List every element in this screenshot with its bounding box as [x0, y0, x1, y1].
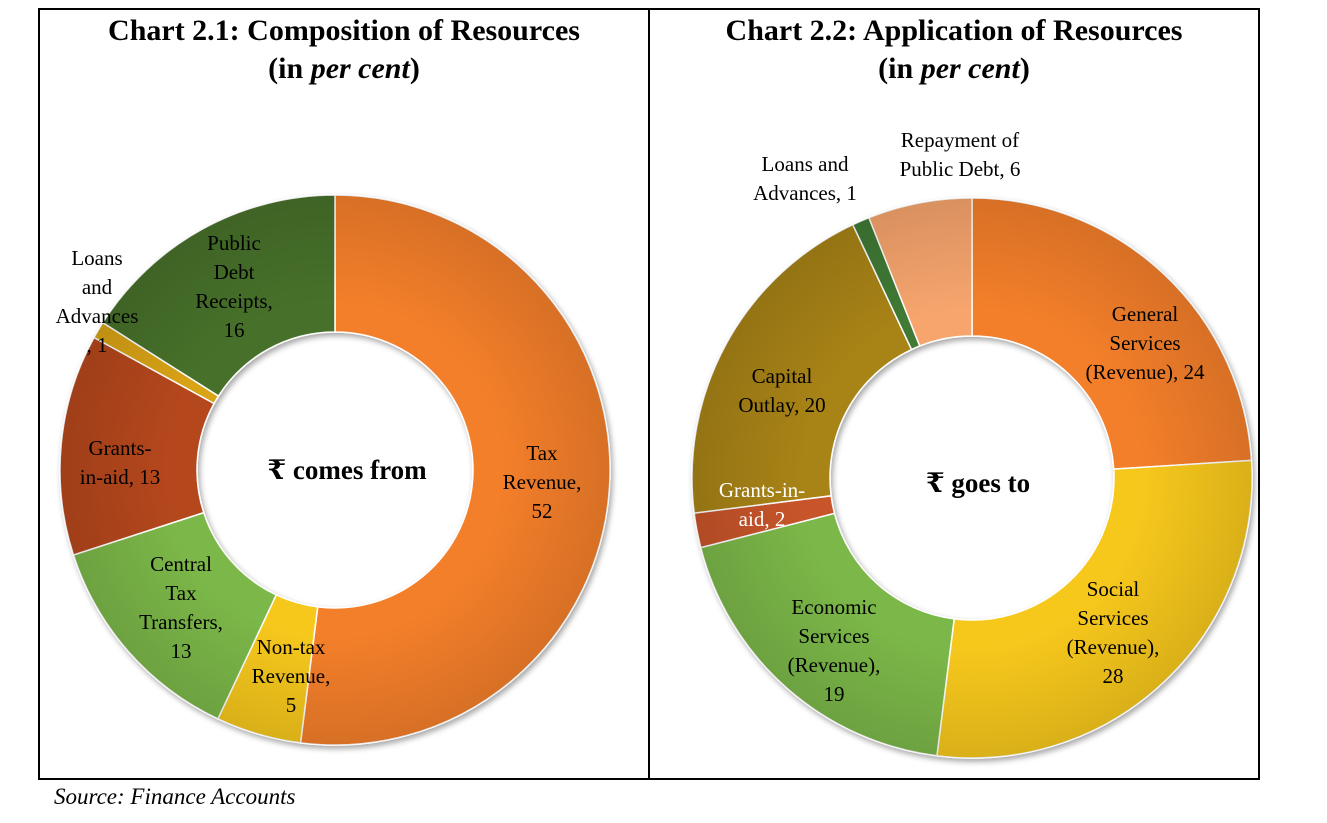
label-central-tax-transfers: Central Tax Transfers, 13	[139, 552, 223, 663]
label-social-services: Social Services (Revenue), 28	[1067, 577, 1160, 688]
title-right-close: )	[1019, 52, 1030, 85]
center-label: ₹ comes from	[267, 455, 427, 485]
label-loans-and-advances: Loans and Advances, 1	[56, 246, 139, 357]
donut-left: Tax Revenue, 52 Non-tax Revenue, 5 Central Tax T…	[56, 194, 611, 746]
chart-divider	[648, 8, 650, 780]
chart-title-right-main: Chart 2.2: Application of Resources	[725, 14, 1183, 47]
label-grants-in-aid: Grants-in-aid, 13	[80, 436, 160, 489]
label-repayment-of-public-debt: Repayment of Public Debt, 6	[900, 128, 1021, 181]
label-non-tax-revenue: Non-tax Revenue, 5	[252, 635, 331, 717]
source-note: Source: Finance Accounts	[54, 784, 296, 809]
label-general-services: General Services (Revenue), 24	[1086, 302, 1205, 384]
label-public-debt-receipts: Public Debt Receipts, 16	[195, 231, 273, 342]
chart-title-left-main: Chart 2.1: Composition of Resources	[108, 14, 580, 47]
label-capital-outlay: Capital Outlay, 20	[738, 364, 825, 417]
chart-title-left-sub: (in per cent)	[44, 50, 644, 88]
center-label: ₹ goes to	[926, 468, 1030, 498]
title-left-em: per cent	[310, 52, 410, 85]
label-economic-services: Economic Services (Revenue), 19	[788, 595, 881, 706]
label-grants-in-aid: Grants-in-aid, 2	[719, 478, 805, 531]
title-left-open: (in	[268, 52, 311, 85]
title-left-close: )	[409, 52, 420, 85]
label-loans-and-advances: Loans and Advances, 1	[753, 152, 857, 205]
donut-right: General Services (Revenue), 24 Social Servic…	[691, 128, 1253, 759]
title-right-em: per cent	[920, 52, 1020, 85]
chart-title-left: Chart 2.1: Composition of Resources (in …	[44, 12, 644, 88]
chart-title-right: Chart 2.2: Application of Resources (in …	[654, 12, 1254, 88]
title-right-open: (in	[878, 52, 921, 85]
chart-title-right-sub: (in per cent)	[654, 50, 1254, 88]
label-tax-revenue: Tax Revenue, 52	[503, 441, 582, 523]
